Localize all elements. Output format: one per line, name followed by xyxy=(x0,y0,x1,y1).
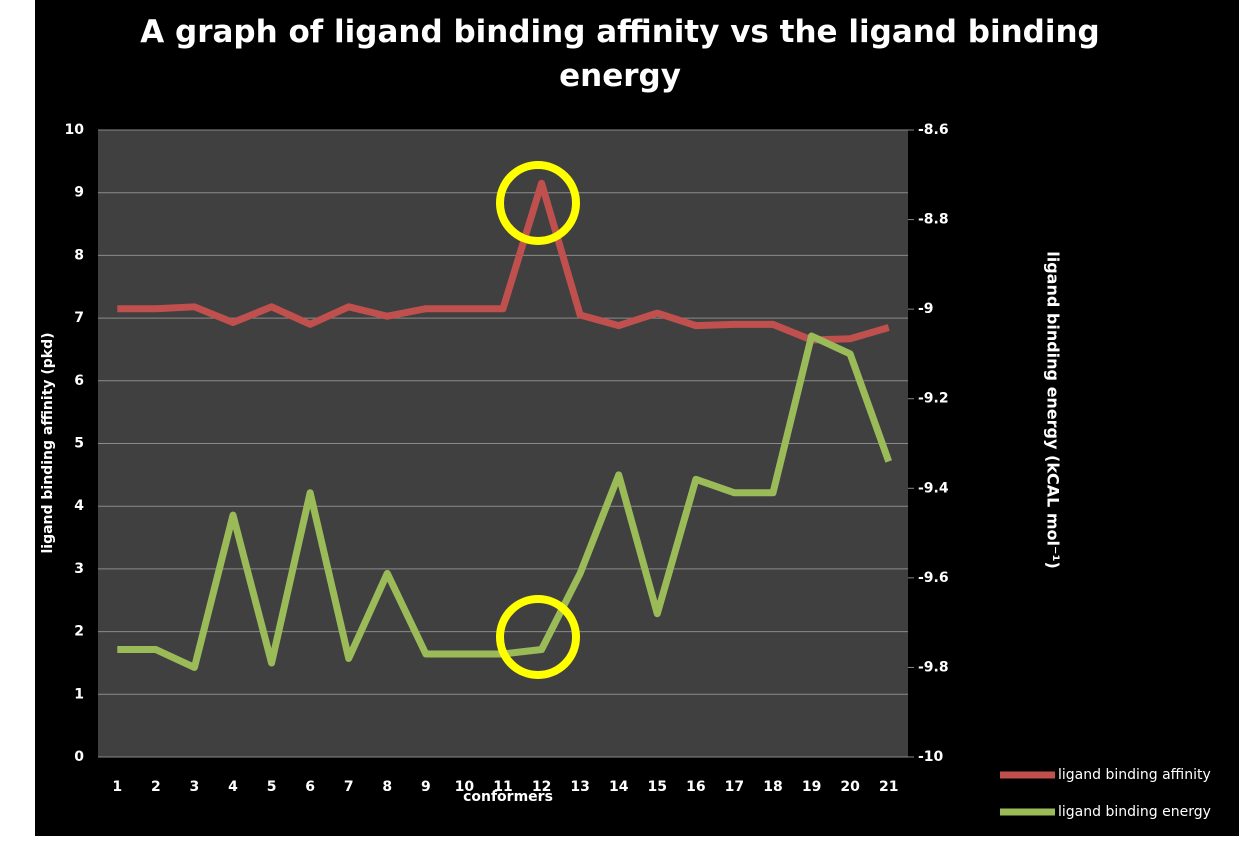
y-tick-label: 0 xyxy=(74,749,84,765)
highlight-circle xyxy=(496,161,580,245)
x-tick-label: 19 xyxy=(802,779,821,795)
x-tick-label: 16 xyxy=(686,779,705,795)
x-tick-label: 8 xyxy=(382,779,392,795)
legend-label: ligand binding affinity xyxy=(1058,767,1211,783)
y2-tick-label: -8.6 xyxy=(918,122,949,138)
y-tick-label: 1 xyxy=(74,686,84,702)
x-axis-label: conformers xyxy=(463,789,553,805)
x-tick-label: 10 xyxy=(455,779,475,795)
x-tick-label: 18 xyxy=(763,779,782,795)
y-axis-label: ligand binding affinity (pkd) xyxy=(40,332,56,553)
y-tick-label: 6 xyxy=(74,373,84,389)
x-tick-label: 12 xyxy=(532,779,551,795)
y2-tick-label: -8.8 xyxy=(918,212,949,228)
x-tick-label: 14 xyxy=(609,779,629,795)
x-tick-label: 4 xyxy=(228,779,238,795)
x-tick-label: 3 xyxy=(190,779,200,795)
x-tick-label: 1 xyxy=(112,779,122,795)
x-tick-label: 5 xyxy=(267,779,277,795)
y-tick-label: 4 xyxy=(74,498,84,514)
x-tick-label: 21 xyxy=(879,779,898,795)
y-tick-label: 2 xyxy=(74,624,84,640)
y2-tick-label: -9.6 xyxy=(918,570,949,586)
y2-tick-label: -10 xyxy=(918,749,944,765)
x-tick-label: 2 xyxy=(151,779,161,795)
data-line xyxy=(117,179,890,344)
chart-title: A graph of ligand binding affinity vs th… xyxy=(140,14,1100,94)
x-tick-label: 17 xyxy=(725,779,744,795)
x-tick-label: 20 xyxy=(840,779,860,795)
y2-tick-label: -9.8 xyxy=(918,659,949,675)
y2-axis-label: ligand binding energy (kCAL mol⁻¹) xyxy=(1044,251,1063,569)
x-tick-label: 9 xyxy=(421,779,431,795)
y2-tick-label: -9.4 xyxy=(918,480,949,496)
x-tick-label: 13 xyxy=(570,779,589,795)
y2-tick-label: -9 xyxy=(918,301,934,317)
y-tick-label: 8 xyxy=(74,247,84,263)
x-tick-label: 6 xyxy=(305,779,315,795)
x-tick-label: 15 xyxy=(648,779,667,795)
y-tick-label: 7 xyxy=(74,310,84,326)
highlight-circle xyxy=(496,595,580,679)
legend-label: ligand binding energy xyxy=(1058,804,1211,820)
y-tick-label: 10 xyxy=(65,122,85,138)
y2-tick-label: -9.2 xyxy=(918,391,949,407)
y-tick-label: 3 xyxy=(74,561,84,577)
y-tick-label: 5 xyxy=(74,436,84,452)
y-tick-label: 9 xyxy=(74,185,84,201)
x-tick-label: 7 xyxy=(344,779,354,795)
x-tick-label: 11 xyxy=(493,779,512,795)
